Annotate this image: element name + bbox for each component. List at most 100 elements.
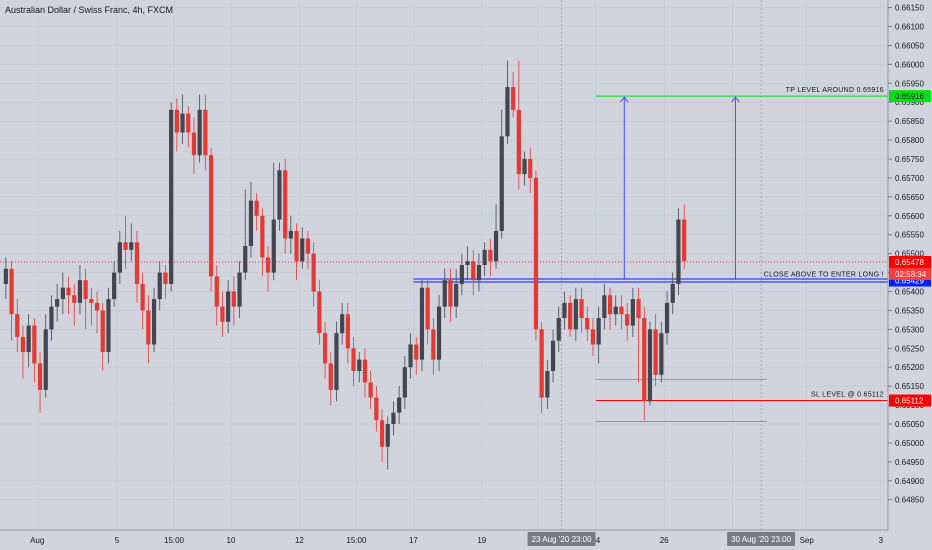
candle-body bbox=[619, 306, 624, 315]
candle-body bbox=[345, 314, 350, 349]
price-tag-label: 0.65478 bbox=[895, 258, 924, 267]
candle-body bbox=[214, 276, 219, 307]
candle-body bbox=[368, 382, 373, 398]
time-axis[interactable] bbox=[0, 530, 932, 550]
candle-body bbox=[425, 287, 430, 330]
candle-body bbox=[89, 299, 94, 303]
candle-body bbox=[83, 280, 88, 300]
x-tick-label: 15:00 bbox=[346, 536, 367, 545]
candle-body bbox=[277, 170, 282, 220]
candle-body bbox=[522, 159, 527, 175]
tp-level-annotation: TP LEVEL AROUND 0.65916 bbox=[786, 87, 884, 94]
candle-body bbox=[106, 299, 111, 353]
x-tick-label: 10 bbox=[227, 536, 236, 545]
candle-body bbox=[134, 242, 140, 284]
y-tick-label: 0.65850 bbox=[895, 117, 924, 126]
candle-body bbox=[191, 132, 197, 156]
candle-body bbox=[20, 336, 26, 353]
candle-body bbox=[511, 87, 516, 110]
candle-body bbox=[334, 333, 339, 390]
candle-body bbox=[169, 109, 174, 284]
sl-level-annotation: SL LEVEL @ 0.65112 bbox=[811, 392, 884, 399]
x-tick-label: 12 bbox=[295, 536, 304, 545]
candle-body bbox=[283, 170, 288, 239]
candle-body bbox=[260, 215, 265, 258]
candle-body bbox=[562, 302, 567, 318]
y-tick-label: 0.65950 bbox=[895, 79, 924, 88]
candle-body bbox=[254, 200, 259, 216]
candle-body bbox=[362, 359, 368, 383]
grid bbox=[0, 0, 888, 530]
candle-body bbox=[647, 329, 653, 402]
candle-body bbox=[32, 325, 37, 364]
price-tag bbox=[889, 255, 931, 268]
y-tick-label: 0.66050 bbox=[895, 41, 924, 50]
candle-body bbox=[374, 397, 379, 421]
candle-body bbox=[613, 306, 618, 315]
price-tag-label: 0.65112 bbox=[895, 397, 924, 406]
candle-body bbox=[539, 329, 544, 398]
target-arrows bbox=[619, 96, 740, 279]
time-highlight-date: 23 Aug '20 bbox=[532, 535, 570, 544]
candle-body bbox=[43, 329, 48, 390]
candle-body bbox=[174, 109, 179, 133]
time-highlights bbox=[561, 0, 762, 530]
candle-body bbox=[659, 333, 664, 375]
candle-body bbox=[488, 249, 493, 262]
candle-body bbox=[676, 219, 681, 284]
x-tick-label: 19 bbox=[477, 536, 486, 545]
y-tick-label: 0.65050 bbox=[895, 420, 924, 429]
candle-body bbox=[379, 420, 385, 447]
candle-body bbox=[448, 280, 453, 307]
candle-body bbox=[66, 287, 71, 296]
candle-body bbox=[653, 329, 658, 375]
y-tick-label: 0.64950 bbox=[895, 458, 924, 467]
candle-body bbox=[129, 242, 134, 250]
candle-body bbox=[528, 159, 533, 178]
candle-body bbox=[77, 280, 83, 303]
candle-body bbox=[146, 310, 151, 345]
candle-body bbox=[630, 299, 635, 326]
candle-body bbox=[664, 302, 670, 334]
target-arrow-head bbox=[731, 96, 740, 103]
candle-body bbox=[431, 329, 436, 360]
candle-body bbox=[163, 272, 168, 284]
time-axis-labels: Aug515:00101215:00171915:00242628Sep323 … bbox=[30, 532, 884, 546]
y-tick-label: 0.65400 bbox=[895, 288, 924, 297]
candle-body bbox=[340, 314, 345, 334]
candle-body bbox=[402, 367, 407, 398]
candle-body bbox=[419, 287, 425, 360]
candle-body bbox=[585, 318, 590, 330]
candle-body bbox=[186, 113, 191, 133]
y-tick-label: 0.65900 bbox=[895, 98, 924, 107]
candle-body bbox=[607, 295, 613, 315]
candle-body bbox=[226, 291, 231, 322]
candle-body bbox=[385, 424, 390, 447]
candle-body bbox=[243, 246, 248, 273]
y-tick-label: 0.65350 bbox=[895, 306, 924, 315]
y-tick-label: 0.66100 bbox=[895, 23, 924, 32]
candle-body bbox=[682, 219, 687, 262]
candle-body bbox=[590, 329, 596, 345]
candle-body bbox=[579, 299, 584, 318]
y-tick-label: 0.65250 bbox=[895, 344, 924, 353]
time-highlight-time: 23:00 bbox=[572, 535, 593, 544]
price-tag bbox=[889, 394, 931, 407]
y-tick-label: 0.64900 bbox=[895, 477, 924, 486]
x-tick-label: 15:00 bbox=[164, 536, 185, 545]
candle-body bbox=[625, 314, 630, 326]
candle-body bbox=[248, 200, 254, 247]
target-arrow-head bbox=[619, 96, 629, 103]
candle-body bbox=[391, 412, 396, 424]
y-tick-label: 0.65700 bbox=[895, 174, 924, 183]
candle-body bbox=[180, 113, 185, 133]
time-highlight-badge bbox=[727, 532, 796, 546]
candle-body bbox=[100, 310, 105, 353]
candle-body bbox=[454, 283, 459, 307]
candle-body bbox=[305, 238, 311, 254]
candle-body bbox=[568, 302, 573, 330]
candle-body bbox=[533, 177, 539, 330]
candle-body bbox=[237, 272, 242, 307]
candle-body bbox=[642, 318, 647, 402]
